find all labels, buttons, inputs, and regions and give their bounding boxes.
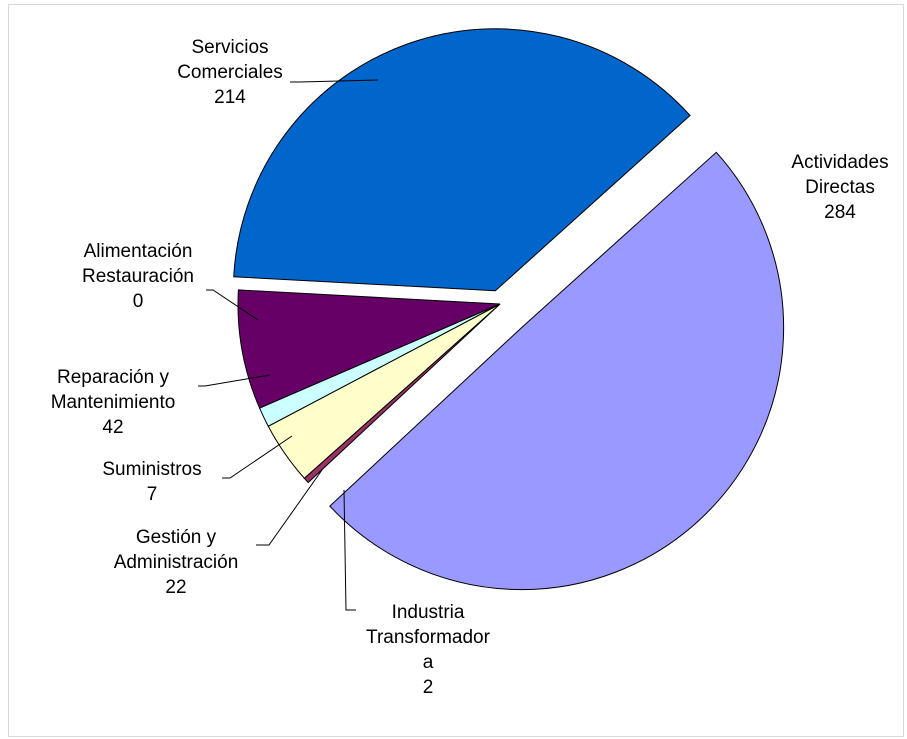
slice-label-actividades-directas: Actividades Directas 284 (791, 152, 889, 223)
pie-slice-actividades-directas (329, 151, 785, 591)
leader-line-reparacion-mantenimiento (198, 374, 271, 387)
slice-label-reparacion-mantenimiento: Reparación y Mantenimiento 42 (50, 367, 176, 438)
slice-label-alimentacion-restauracion: Alimentación Restauración 0 (82, 241, 194, 312)
slice-label-gestion-administracion: Gestión y Administración 22 (113, 527, 239, 598)
leader-line-servicios-comerciales (290, 79, 379, 83)
pie-slice-servicios-comerciales (233, 28, 691, 292)
pie-slice-reparacion-mantenimiento (237, 289, 501, 409)
leader-line-gestion-administracion (256, 469, 323, 546)
leader-line-industria-transformadora (343, 489, 356, 611)
slice-label-industria-transformadora: Industria Transformador a 2 (366, 602, 490, 698)
slice-label-suministros: Suministros 7 (102, 459, 202, 505)
leader-line-alimentacion-restauracion (206, 289, 259, 321)
slice-label-servicios-comerciales: Servicios Comerciales 214 (177, 37, 283, 108)
leader-line-suministros (222, 435, 293, 479)
